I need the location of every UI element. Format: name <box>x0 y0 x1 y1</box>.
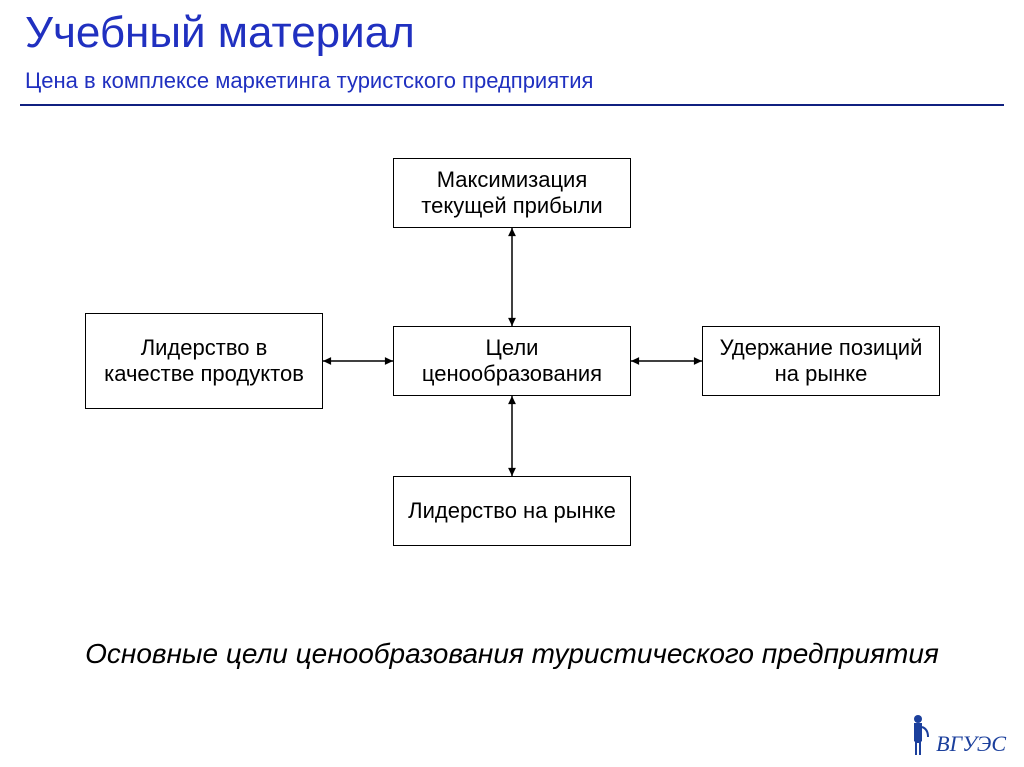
diagram-node-center: Цели ценообразования <box>393 326 631 396</box>
diagram-edge <box>619 349 714 373</box>
diagram-node-bottom: Лидерство на рынке <box>393 476 631 546</box>
diagram-node-top: Максимизация текущей прибыли <box>393 158 631 228</box>
diagram-edge <box>500 216 524 338</box>
page-subtitle: Цена в комплексе маркетинга туристского … <box>25 68 593 94</box>
diagram-edge <box>311 349 405 373</box>
logo-icon <box>906 713 930 757</box>
diagram-edge <box>500 384 524 488</box>
page-title: Учебный материал <box>25 8 415 58</box>
footer-logo: ВГУЭС <box>906 713 1006 757</box>
logo-text: ВГУЭС <box>936 731 1006 757</box>
slide-page: Учебный материал Цена в комплексе маркет… <box>0 0 1024 767</box>
diagram-node-right: Удержание позиций на рынке <box>702 326 940 396</box>
diagram-node-left: Лидерство в качестве продуктов <box>85 313 323 409</box>
diagram-caption: Основные цели ценообразования туристичес… <box>0 636 1024 672</box>
header-divider <box>20 104 1004 106</box>
